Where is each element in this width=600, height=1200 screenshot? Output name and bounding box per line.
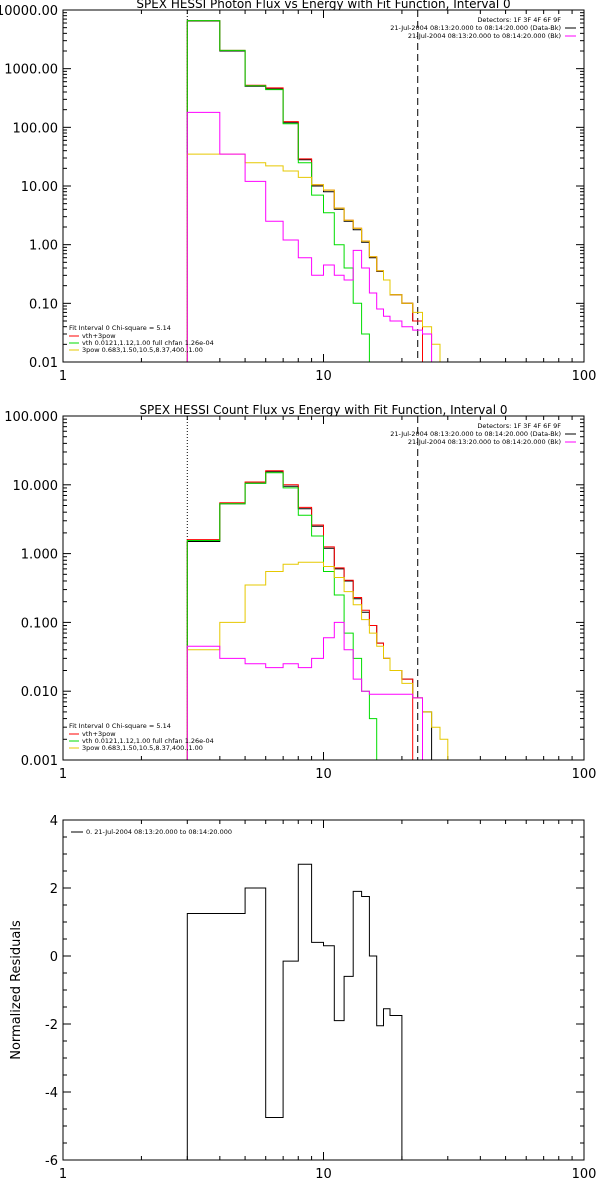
x-tick-label: 100: [572, 1167, 597, 1182]
series-line-bk: [186, 621, 432, 760]
series-line-vth: [186, 20, 377, 362]
y-tick-label: 100.000: [4, 410, 58, 425]
y-tick-label: 10.00: [21, 180, 58, 195]
legend-entry-label: 3pow 0.683,1.50,10.5,8.37,400.,1.00: [82, 744, 203, 752]
series-line-3pow: [186, 561, 449, 760]
legend-top-right-text: Detectors: 1F 3F 4F 6F 9F: [477, 422, 561, 430]
legend-entry-label: vth 0.0121,1.12,1.00 full chfan 1.26e-04: [82, 339, 214, 347]
legend-entry-label: vth+3pow: [82, 332, 116, 340]
legend-entry-label: vth+3pow: [82, 730, 116, 738]
y-tick-label: 0.10: [29, 297, 58, 312]
y-tick-label: 2: [50, 882, 58, 897]
x-tick-label: 10: [315, 369, 332, 384]
x-tick-label: 1: [59, 767, 67, 782]
series-line-vth: [186, 472, 384, 760]
legend-top-right-text: Detectors: 1F 3F 4F 6F 9F: [477, 16, 561, 24]
chart-panel-1: SPEX HESSI Photon Flux vs Energy with Fi…: [0, 0, 596, 384]
y-tick-label: 1000.00: [4, 63, 58, 78]
plot-frame: [62, 819, 585, 1161]
chart-title: SPEX HESSI Photon Flux vs Energy with Fi…: [136, 0, 510, 11]
series-line-vth-3pow: [186, 20, 423, 362]
y-tick-label: 0: [50, 950, 58, 965]
legend-fit-header: Fit Interval 0 Chi-square = 5.14: [69, 324, 171, 332]
y-tick-label: 10000.00: [0, 4, 58, 19]
legend-top-right-text: 21-Jul-2004 08:13:20.000 to 08:14:20.000…: [408, 32, 561, 40]
y-tick-label: 1.000: [21, 548, 58, 563]
y-tick-label: 1.00: [29, 239, 58, 254]
series-line-data-bk: [186, 20, 432, 362]
chart-panel-2: SPEX HESSI Count Flux vs Energy with Fit…: [4, 403, 596, 782]
y-tick-label: 100.00: [13, 121, 59, 136]
y-tick-label: 10.000: [13, 479, 59, 494]
y-tick-label: -4: [45, 1086, 58, 1101]
y-axis-label: Normalized Residuals: [9, 920, 24, 1060]
y-tick-label: 4: [50, 814, 58, 829]
series-line-bk: [186, 111, 440, 362]
x-tick-label: 1: [59, 369, 67, 384]
legend-top-right-text: 21-Jul-2004 08:13:20.000 to 08:14:20.000…: [408, 438, 561, 446]
plot-frame: [62, 9, 585, 363]
y-tick-label: 0.010: [21, 685, 58, 700]
series-line-3pow: [186, 153, 448, 362]
legend-top-right-text: 21-Jul-2004 08:13:20.000 to 08:14:20.000…: [390, 24, 561, 32]
chart-title: SPEX HESSI Count Flux vs Energy with Fit…: [139, 403, 507, 417]
y-tick-label: 0.001: [21, 754, 58, 769]
series-line-data-bk: [186, 471, 440, 760]
y-tick-label: -2: [45, 1018, 58, 1033]
legend-top-right-text: 21-Jul-2004 08:13:20.000 to 08:14:20.000…: [390, 430, 561, 438]
legend-fit-header: Fit Interval 0 Chi-square = 5.14: [69, 722, 171, 730]
x-tick-label: 10: [315, 767, 332, 782]
series-line-vth-3pow: [186, 470, 414, 760]
y-tick-label: 0.100: [21, 616, 58, 631]
x-tick-label: 1: [59, 1167, 67, 1182]
chart-panel-3: 1 10 100 -6 -4 -2 0 2 4 Normalized Residuals 0. 21…: [9, 814, 596, 1182]
x-tick-label: 100: [572, 767, 597, 782]
plot-frame: [62, 415, 585, 761]
y-tick-label: 0.01: [29, 356, 58, 371]
x-tick-label: 10: [315, 1167, 332, 1182]
legend-residuals-label: 0. 21-Jul-2004 08:13:20.000 to 08:14:20.…: [86, 828, 232, 836]
legend-entry-label: 3pow 0.683,1.50,10.5,8.37,400.,1.00: [82, 346, 203, 354]
x-tick-label: 100: [572, 369, 597, 384]
y-tick-label: -6: [45, 1154, 58, 1169]
series-line-residuals: [186, 863, 403, 1160]
legend-entry-label: vth 0.0121,1.12,1.00 full chfan 1.26e-04: [82, 737, 214, 745]
